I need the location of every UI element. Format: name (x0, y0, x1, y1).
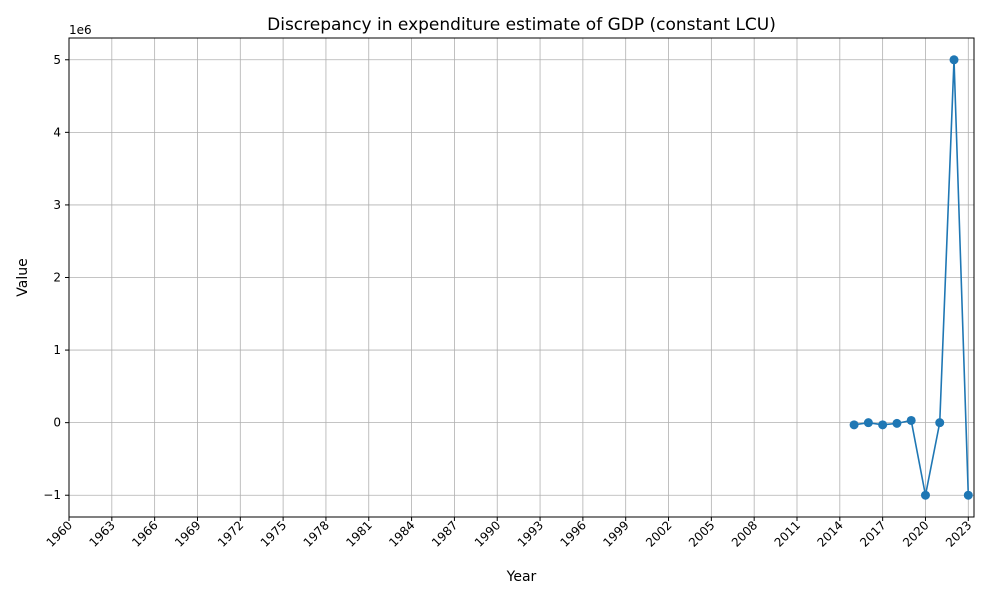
x-tick-label: 2011 (772, 518, 803, 549)
x-tick-label: 2005 (686, 518, 717, 549)
x-tick-label: 1987 (429, 518, 460, 549)
x-tick-label: 1981 (343, 518, 374, 549)
x-tick-label: 1960 (44, 518, 75, 549)
x-tick-label: 1996 (558, 518, 589, 549)
data-point (864, 418, 873, 427)
data-point (950, 55, 959, 64)
data-point (964, 491, 973, 500)
y-offset-label: 1e6 (69, 23, 92, 37)
y-tick-label: 4 (53, 125, 61, 139)
x-tick-label: 1975 (258, 518, 289, 549)
x-axis: 1960 1963 1966 1969 1972 1975 1978 1981 1984 1987… (44, 517, 975, 550)
x-tick-label: 2002 (643, 518, 674, 549)
chart-title: Discrepancy in expenditure estimate of G… (267, 15, 776, 35)
data-point (935, 418, 944, 427)
x-tick-label: 1999 (600, 518, 631, 549)
y-tick-label: 3 (53, 198, 61, 212)
x-tick-label: 1993 (515, 518, 546, 549)
grid (69, 38, 974, 517)
data-point (878, 420, 887, 429)
y-tick-label: 1 (53, 343, 61, 357)
data-point (850, 420, 859, 429)
data-point (907, 416, 916, 425)
x-tick-label: 1963 (86, 518, 117, 549)
x-axis-label: Year (506, 569, 537, 585)
x-tick-label: 1972 (215, 518, 246, 549)
y-tick-label: 2 (53, 271, 61, 285)
x-tick-label: 1978 (301, 518, 332, 549)
data-point (921, 491, 930, 500)
x-tick-label: 2008 (729, 518, 760, 549)
y-tick-label: −1 (43, 488, 61, 502)
x-tick-label: 2023 (943, 518, 974, 549)
x-tick-label: 1966 (129, 518, 160, 549)
x-tick-label: 1990 (472, 518, 503, 549)
x-tick-label: 2020 (900, 518, 931, 549)
y-axis: −1 0 1 2 3 4 5 (43, 53, 69, 502)
x-tick-label: 2017 (857, 518, 888, 549)
x-tick-label: 2014 (814, 518, 845, 549)
y-tick-label: 5 (53, 53, 61, 67)
y-axis-label: Value (15, 258, 31, 296)
x-tick-label: 1969 (172, 518, 203, 549)
x-tick-label: 1984 (386, 518, 417, 549)
y-tick-label: 0 (53, 416, 61, 430)
data-point (892, 419, 901, 428)
